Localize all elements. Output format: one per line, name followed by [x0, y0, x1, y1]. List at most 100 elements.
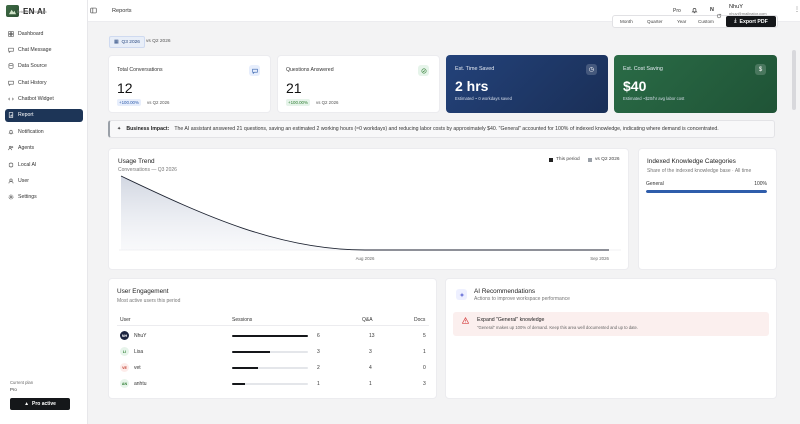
recommendation-item[interactable]: Expand "General" knowledge "General" mak… [453, 312, 769, 336]
engagement-subtitle: Most active users this period [117, 298, 181, 304]
sidebar-item-label: Notification [18, 128, 44, 135]
brand-name: EN AI [23, 6, 46, 16]
avatar: AN [120, 379, 129, 388]
export-pdf-button[interactable]: ⤓ Export PDF [726, 16, 776, 27]
sessions-value: 3 [317, 349, 320, 355]
legend-label: This period [556, 157, 580, 162]
sidebar-item-report[interactable]: Report [5, 108, 83, 122]
knowledge-bar [646, 190, 767, 193]
brand[interactable]: EN AI [6, 5, 46, 17]
sessions-value: 1 [317, 381, 320, 387]
recommendation-title: Expand "General" knowledge [477, 317, 545, 323]
sidebar-item-chatbot-widget[interactable]: Chatbot Widget [5, 93, 83, 106]
docs-value: 1 [423, 349, 426, 355]
clock-icon: ◷ [586, 64, 597, 75]
qa-value: 13 [369, 333, 375, 339]
sidebar-item-data-source[interactable]: Data Source [5, 60, 83, 73]
notification-bell-icon[interactable] [691, 7, 698, 14]
knowledge-title: Indexed Knowledge Categories [647, 158, 736, 165]
sidebar-item-label: Dashboard [18, 30, 44, 37]
sidebar-item-label: Data Source [18, 63, 47, 70]
sessions-bar [232, 383, 308, 385]
sparkle-icon [456, 289, 467, 300]
stat-value: 21 [286, 80, 302, 96]
sparkle-icon: ✦ [117, 126, 122, 132]
stat-compare: vs Q2 2026 [147, 100, 170, 105]
sessions-bar-fill [232, 335, 308, 337]
rocket-icon: ▲ [24, 401, 30, 407]
stat-card-cost-saving: Est. Cost Saving $40 Estimated ~$20/hr a… [614, 55, 777, 113]
series-line [120, 175, 609, 251]
tab-quarter[interactable]: Quarter [647, 19, 663, 24]
brand-subtitle: Enterprise Network [17, 10, 47, 14]
sidebar-item-dashboard[interactable]: Dashboard [5, 27, 83, 40]
tab-year[interactable]: Year [677, 19, 687, 24]
table-divider [117, 325, 429, 326]
docs-value: 0 [423, 365, 426, 371]
sessions-bar-fill [232, 383, 245, 385]
period-current: Q3 2026 [121, 39, 140, 45]
stat-card-questions: Questions Answered 21 +100.00% vs Q2 202… [277, 55, 440, 113]
local-ai-icon [8, 162, 14, 168]
legend-compare: vs Q2 2026 [588, 157, 620, 162]
usage-subtitle: Conversations — Q3 2026 [118, 167, 177, 173]
docs-value: 3 [423, 381, 426, 387]
engagement-title: User Engagement [117, 288, 169, 295]
sidebar-item-agents[interactable]: Agents [5, 142, 83, 155]
legend-current: This period [549, 157, 580, 162]
sidebar-item-label: Chat Message [18, 46, 52, 53]
user-name[interactable]: vet [134, 365, 141, 371]
pro-active-button[interactable]: ▲ Pro active [10, 398, 70, 410]
period-chip[interactable]: ▦ Q3 2026 [109, 36, 145, 48]
knowledge-label: General [646, 181, 664, 187]
sidebar-nav: Dashboard Chat Message Data Source Chat … [5, 27, 83, 207]
sidebar: EN AI Enterprise Network Dashboard Chat … [0, 0, 88, 424]
legend-swatch [588, 157, 592, 162]
x-tick-label: Aug 2026 [356, 256, 375, 261]
tab-custom[interactable]: Custom [698, 19, 714, 24]
stat-title: Est. Time Saved [455, 66, 495, 72]
refresh-icon[interactable] [716, 13, 722, 19]
sidebar-item-label: Chatbot Widget [18, 96, 54, 103]
sessions-bar-fill [232, 367, 258, 369]
knowledge-bar-fill [646, 190, 767, 193]
stat-title: Est. Cost Saving [623, 66, 663, 72]
sidebar-item-chat-message[interactable]: Chat Message [5, 43, 83, 56]
sidebar-item-settings[interactable]: Settings [5, 191, 83, 204]
bell-icon [8, 129, 14, 135]
sidebar-item-local-ai[interactable]: Local AI [5, 158, 83, 171]
docs-value: 5 [423, 333, 426, 339]
stat-value: 12 [117, 80, 133, 96]
user-name[interactable]: Lisa [134, 349, 144, 355]
plan-badge: Pro [673, 8, 681, 14]
sidebar-item-user[interactable]: User [5, 175, 83, 188]
impact-text: The AI assistant answered 21 questions, … [174, 126, 719, 132]
user-icon [8, 178, 14, 184]
sessions-bar-fill [232, 351, 270, 353]
recommendations-title: AI Recommendations [474, 288, 536, 295]
sidebar-item-chat-history[interactable]: Chat History [5, 76, 83, 89]
stat-value: $40 [623, 78, 647, 94]
sidebar-toggle-icon[interactable] [90, 7, 97, 14]
scrollbar[interactable] [792, 50, 796, 110]
sidebar-item-notification[interactable]: Notification [5, 125, 83, 138]
user-name[interactable]: anhtu [134, 381, 147, 387]
stat-compare: vs Q2 2026 [316, 100, 339, 105]
sidebar-item-label: User [18, 178, 29, 185]
stat-subtitle: Estimated ~$20/hr avg labor cost [623, 96, 685, 101]
avatar[interactable]: N [710, 7, 714, 13]
user-name: NhuY [729, 4, 743, 10]
tab-month[interactable]: Month [620, 19, 633, 24]
pro-active-label: Pro active [32, 401, 56, 407]
report-icon [8, 112, 14, 119]
sidebar-item-label: Report [18, 112, 34, 119]
legend-swatch [549, 157, 553, 162]
history-icon [8, 80, 14, 86]
export-pdf-label: Export PDF [739, 18, 768, 25]
more-vertical-icon[interactable]: ⋮ [794, 7, 800, 13]
sidebar-item-label: Agents [18, 145, 35, 152]
col-qa: Q&A [362, 317, 373, 323]
user-name[interactable]: NhuY [134, 333, 147, 339]
qa-value: 4 [369, 365, 372, 371]
database-icon [8, 63, 14, 69]
